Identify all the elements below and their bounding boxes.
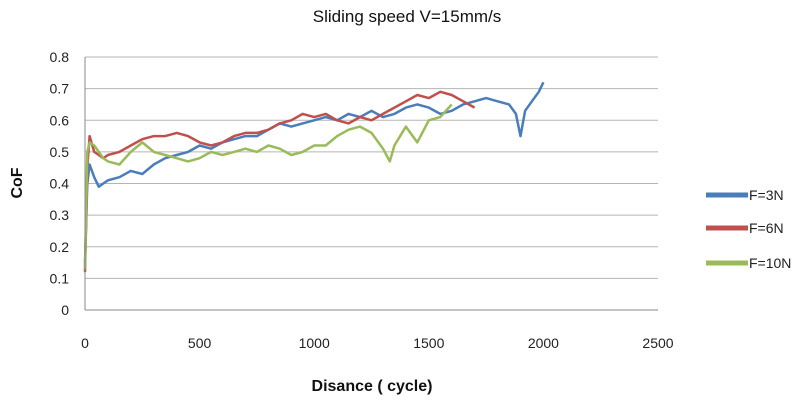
chart-title: Sliding speed V=15mm/s [313,7,502,26]
series-lines [83,81,545,273]
y-tick-label: 0.3 [50,207,70,223]
x-tick-label: 2500 [642,335,673,351]
y-tick-label: 0.5 [50,144,70,160]
y-tick-label: 0.7 [50,81,70,97]
x-tick-label: 500 [188,335,212,351]
y-tick-label: 0.8 [50,49,70,65]
grid [85,56,658,279]
x-tick-label: 2000 [528,335,559,351]
x-tick-labels: 0 500 1000 1500 2000 2500 [81,335,674,351]
y-tick-label: 0 [61,302,69,318]
x-tick-label: 1500 [413,335,444,351]
y-axis-title: CoF [9,167,26,198]
series-line-1 [83,81,545,263]
series-line-2 [83,90,476,273]
x-tick-label: 1000 [299,335,330,351]
y-tick-label: 0.6 [50,112,70,128]
axes [84,57,658,311]
y-tick-labels: 0 0.1 0.2 0.3 0.4 0.5 0.6 0.7 0.8 [50,49,70,318]
x-tick-label: 0 [81,335,89,351]
x-axis-title: Disance ( cycle) [312,378,433,395]
legend: F=3N F=6N F=10N [706,187,791,271]
series-line-3 [83,103,453,269]
y-tick-label: 0.1 [50,270,70,286]
y-tick-label: 0.4 [50,176,70,192]
y-tick-label: 0.2 [50,239,70,255]
legend-label: F=3N [749,187,784,203]
legend-label: F=10N [749,255,791,271]
legend-label: F=6N [749,220,784,236]
